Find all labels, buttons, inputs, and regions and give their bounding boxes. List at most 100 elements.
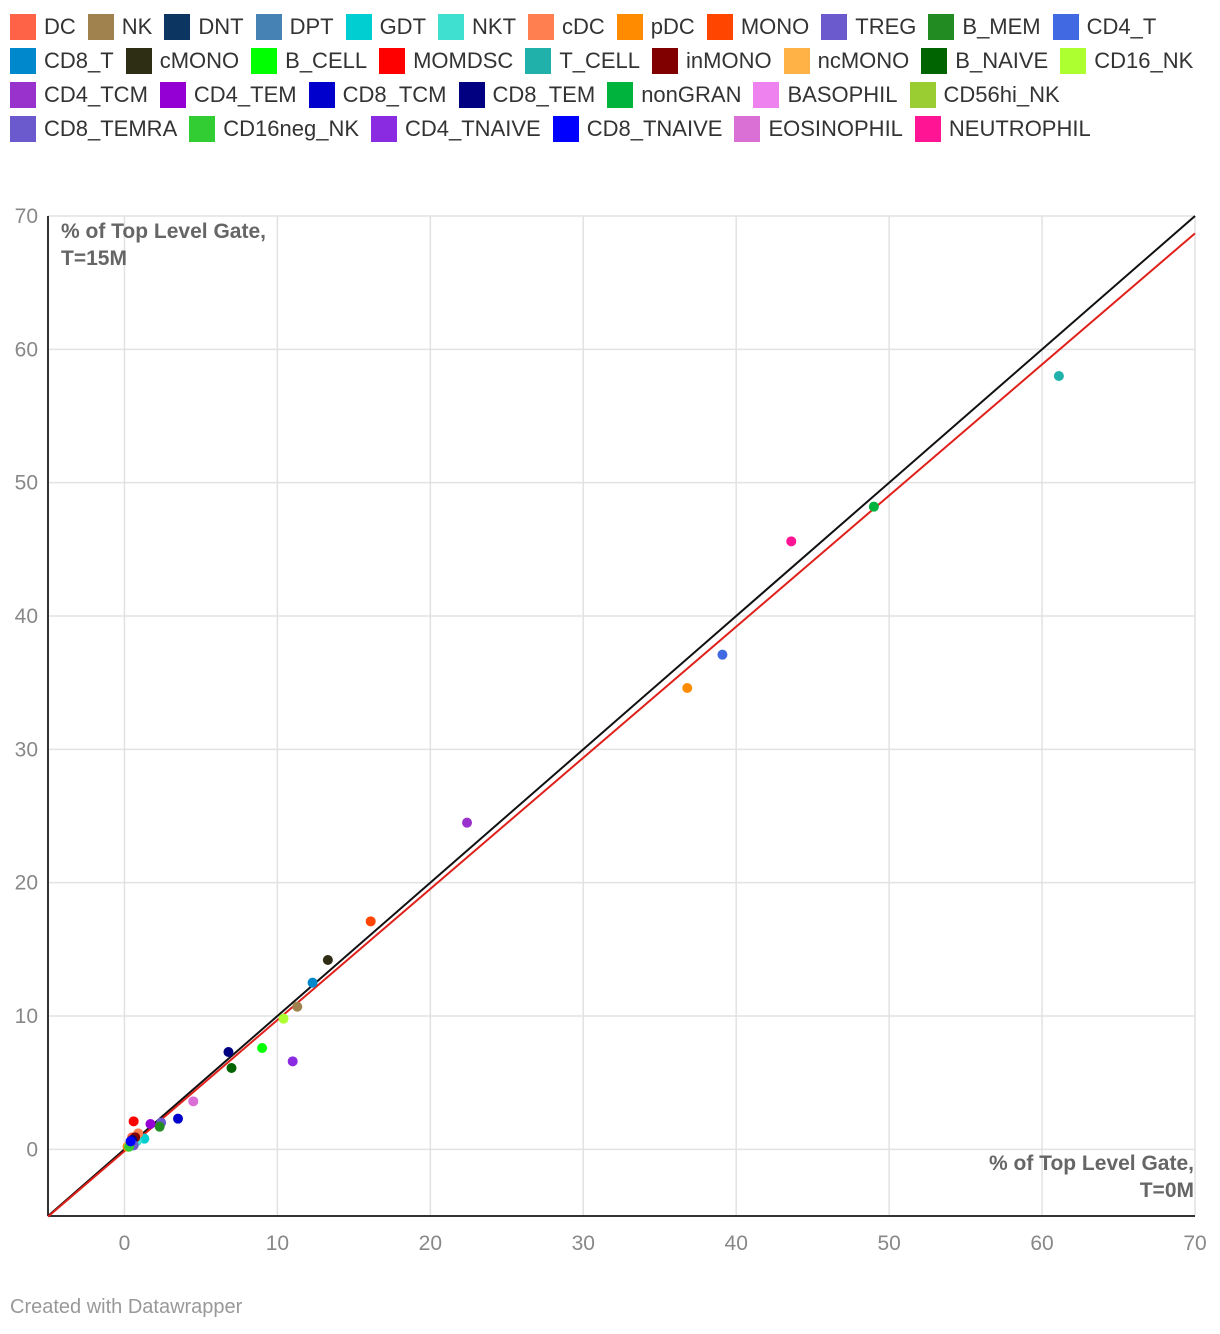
legend-swatch <box>607 82 634 108</box>
legend-swatch <box>753 82 780 108</box>
legend-label: B_NAIVE <box>955 48 1049 73</box>
legend-item: CD8_TNAIVE <box>552 112 723 146</box>
legend-swatch <box>528 14 555 40</box>
data-point <box>322 955 333 965</box>
legend-swatch <box>251 48 278 74</box>
legend-item: CD8_TCM <box>308 78 447 112</box>
x-tick-label: 70 <box>1183 1232 1206 1255</box>
y-tick-label: 10 <box>15 1005 38 1028</box>
legend-swatch <box>10 82 36 108</box>
legend-label: NKT <box>472 14 517 39</box>
legend-swatch <box>164 14 191 40</box>
y-tick-label: 60 <box>15 338 38 361</box>
data-point <box>292 1001 303 1012</box>
data-point <box>462 817 473 828</box>
legend-item: inMONO <box>652 44 772 78</box>
y-tick-label: 0 <box>26 1138 38 1161</box>
legend-label: T_CELL <box>559 48 641 73</box>
legend-swatch <box>379 48 406 74</box>
legend-label: CD4_T <box>1086 14 1157 39</box>
legend-swatch <box>1060 48 1087 74</box>
legend-label: B_MEM <box>962 14 1041 39</box>
legend-item: DNT <box>164 10 244 44</box>
legend-item: CD8_TEM <box>458 78 595 112</box>
legend-label: B_CELL <box>285 48 368 73</box>
y-tick-label: 20 <box>15 872 38 895</box>
legend-item: MONO <box>706 10 809 44</box>
legend-swatch <box>87 14 114 40</box>
legend-label: DC <box>44 14 76 39</box>
legend-item: cDC <box>528 10 605 44</box>
legend-item: cMONO <box>125 44 240 78</box>
data-point <box>226 1063 237 1073</box>
legend-swatch <box>371 116 397 142</box>
legend-item: B_MEM <box>928 10 1041 44</box>
data-point <box>223 1047 234 1057</box>
legend-label: inMONO <box>686 48 772 73</box>
data-point <box>717 649 728 660</box>
legend-item: DPT <box>255 10 334 44</box>
legend-item: DC <box>10 10 76 44</box>
legend-item: BASOPHIL <box>753 78 898 112</box>
legend-label: DPT <box>289 14 334 39</box>
legend-item: CD8_TEMRA <box>10 112 177 146</box>
legend-swatch <box>921 48 948 74</box>
legend-swatch <box>10 14 36 40</box>
legend-swatch <box>525 48 552 74</box>
legend-swatch <box>652 48 679 74</box>
data-point <box>257 1043 268 1053</box>
y-tick-label: 50 <box>15 472 38 495</box>
data-point <box>188 1096 199 1107</box>
legend-item: T_CELL <box>525 44 640 78</box>
legend-label: GDT <box>379 14 427 39</box>
legend-swatch <box>552 116 579 142</box>
x-axis-title: % of Top Level Gate, T=0M <box>989 1152 1194 1202</box>
y-tick-label: 30 <box>15 738 38 761</box>
fit-line <box>47 232 1196 1218</box>
legend-item: TREG <box>821 10 916 44</box>
legend-swatch <box>1052 14 1079 40</box>
legend-swatch <box>345 14 372 40</box>
legend-label: DNT <box>198 14 244 39</box>
legend-item: CD16_NK <box>1060 44 1193 78</box>
legend-label: CD16_NK <box>1094 48 1194 73</box>
legend-label: MOMDSC <box>413 48 514 73</box>
x-tick-label: 40 <box>725 1232 748 1255</box>
legend-swatch <box>616 14 643 40</box>
legend-label: CD8_TEMRA <box>44 116 178 141</box>
legend-swatch <box>783 48 810 74</box>
footer-credit: Created with Datawrapper <box>10 1296 243 1318</box>
legend-label: CD4_TCM <box>44 82 148 107</box>
legend-item: CD4_TNAIVE <box>371 112 541 146</box>
scatter-plot: 0 10 20 30 40 50 60 70 0 10 20 30 40 50 60 70 % of Top L… <box>15 205 1207 1255</box>
x-tick-label: 0 <box>119 1232 131 1255</box>
legend-label: CD8_TNAIVE <box>586 116 723 141</box>
data-point <box>278 1013 289 1024</box>
legend-label: CD8_T <box>44 48 114 73</box>
x-tick-label: 50 <box>877 1232 900 1255</box>
data-point <box>128 1116 139 1127</box>
data-point <box>1053 371 1064 381</box>
legend-swatch <box>914 116 941 142</box>
legend-item: NKT <box>438 10 516 44</box>
legend-swatch <box>706 14 733 40</box>
legend-item: EOSINOPHIL <box>734 112 903 146</box>
legend-item: nonGRAN <box>607 78 741 112</box>
legend-swatch <box>821 14 848 40</box>
legend-item: CD4_T <box>1052 10 1157 44</box>
legend-label: CD4_TNAIVE <box>405 116 541 141</box>
chart-legend: DC NK DNT DPT GDT NKT cDC pDC MONO TREG B_MEM CD4_T… <box>10 10 1210 146</box>
legend-label: CD56hi_NK <box>943 82 1060 107</box>
legend-label: CD16neg_NK <box>223 116 359 141</box>
data-point <box>145 1119 156 1129</box>
legend-label: cMONO <box>159 48 240 73</box>
x-tick-label: 30 <box>572 1232 595 1255</box>
legend-item: ncMONO <box>783 44 909 78</box>
legend-swatch <box>438 14 465 40</box>
data-point <box>786 536 797 547</box>
legend-label: cDC <box>562 14 605 39</box>
data-point <box>365 916 376 927</box>
x-tick-label: 60 <box>1030 1232 1053 1255</box>
legend-item: MOMDSC <box>379 44 513 78</box>
legend-swatch <box>734 116 761 142</box>
